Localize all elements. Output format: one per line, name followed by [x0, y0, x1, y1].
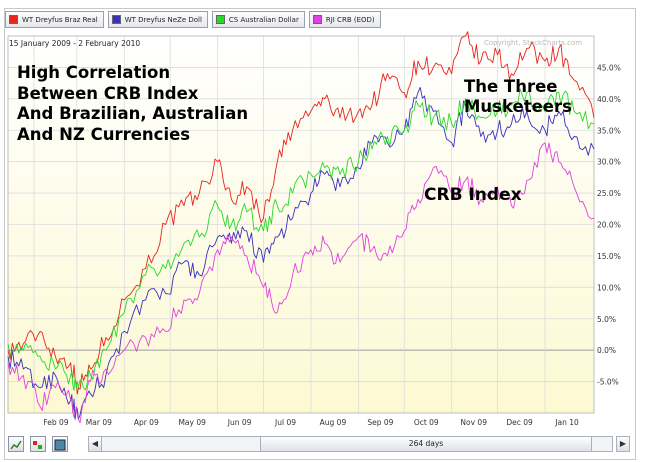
musketeers-line: The Three: [464, 77, 558, 96]
series-line-1: [7, 86, 595, 420]
y-axis: 45.0% 40.0% 35.0% 30.0% 25.0% 20.0% 15.0% 10.0%…: [597, 63, 621, 386]
legend-label: WT Dreyfus Braz Real: [22, 15, 98, 24]
legend-swatch: [312, 15, 322, 24]
headline-line: And Brazilian, Australian: [17, 104, 249, 123]
window-icon: [54, 439, 66, 451]
series-line-0: [7, 31, 595, 395]
legend-swatch: [9, 15, 18, 24]
scroll-track[interactable]: 264 days: [101, 436, 613, 452]
y-tick-label: 25.0%: [597, 189, 621, 198]
date-range: 15 January 2009 - 2 February 2010: [9, 39, 141, 48]
headline-line: High Correlation: [17, 63, 171, 82]
legend-label: CS Australian Dollar: [228, 15, 299, 24]
settings-tool-button[interactable]: [52, 436, 68, 452]
headline-line: Between CRB Index: [17, 83, 199, 103]
y-tick-label: -5.0%: [597, 378, 619, 387]
series-line-2: [7, 88, 595, 391]
musketeers-annotation: The Three Musketeers: [464, 77, 572, 117]
x-tick-label: Jun 09: [227, 418, 252, 427]
multi-series-icon: [33, 441, 42, 449]
legend-item-braz-real[interactable]: WT Dreyfus Braz Real: [5, 11, 104, 28]
y-tick-label: 5.0%: [597, 315, 616, 324]
headline-annotation: High Correlation Between CRB Index And B…: [17, 63, 248, 145]
plot-border: [7, 35, 595, 414]
x-tick-label: Jan 10: [554, 418, 579, 427]
y-tick-label: 10.0%: [597, 283, 621, 292]
y-tick-label: 0.0%: [597, 346, 616, 355]
legend-label: WT Dreyfus NeZe Doll: [124, 15, 202, 24]
scroll-left-button[interactable]: ◀: [88, 436, 102, 452]
x-tick-label: Nov 09: [460, 418, 487, 427]
line-chart-icon: [10, 440, 22, 450]
copyright: Copyright, StockCharts.com: [484, 39, 583, 47]
scroll-thumb[interactable]: 264 days: [260, 437, 592, 451]
legend-item-neze-doll[interactable]: WT Dreyfus NeZe Doll: [107, 11, 208, 28]
y-tick-label: 30.0%: [597, 158, 621, 167]
legend-swatch: [215, 15, 225, 24]
x-tick-label: Apr 09: [134, 418, 159, 427]
x-tick-label: Jul 09: [274, 418, 296, 427]
musketeers-line: Musketeers: [464, 97, 572, 116]
series-group: [7, 31, 595, 424]
y-tick-label: 35.0%: [597, 126, 621, 135]
scroll-right-button[interactable]: ▶: [616, 436, 630, 452]
headline-line: And NZ Currencies: [17, 124, 191, 144]
legend-item-crb[interactable]: RJI CRB (EOD): [308, 11, 381, 28]
grid: [7, 35, 595, 414]
line-chart-tool-button[interactable]: [8, 436, 24, 452]
x-tick-label: Sep 09: [367, 418, 393, 427]
x-tick-label: Dec 09: [506, 418, 533, 427]
multi-series-tool-button[interactable]: [30, 436, 46, 452]
legend-swatch: [111, 15, 121, 24]
y-tick-label: 15.0%: [597, 252, 621, 261]
y-tick-label: 20.0%: [597, 221, 621, 230]
x-tick-label: Feb 09: [43, 418, 68, 427]
legend-label: RJI CRB (EOD): [325, 15, 375, 24]
legend: WT Dreyfus Braz Real WT Dreyfus NeZe Dol…: [5, 11, 381, 28]
series-line-3: [7, 142, 595, 424]
x-tick-label: Oct 09: [414, 418, 439, 427]
x-tick-label: Mar 09: [86, 418, 112, 427]
x-axis: Feb 09 Mar 09 Apr 09 May 09 Jun 09 Jul 09 Aug …: [43, 418, 579, 427]
y-tick-label: 40.0%: [597, 95, 621, 104]
crb-annotation: CRB Index: [424, 185, 522, 205]
x-tick-label: May 09: [178, 418, 206, 427]
toolbar: ◀ 264 days ▶: [6, 436, 632, 452]
x-tick-label: Aug 09: [320, 418, 347, 427]
y-tick-label: 45.0%: [597, 63, 621, 72]
legend-item-aus-dollar[interactable]: CS Australian Dollar: [211, 11, 305, 28]
